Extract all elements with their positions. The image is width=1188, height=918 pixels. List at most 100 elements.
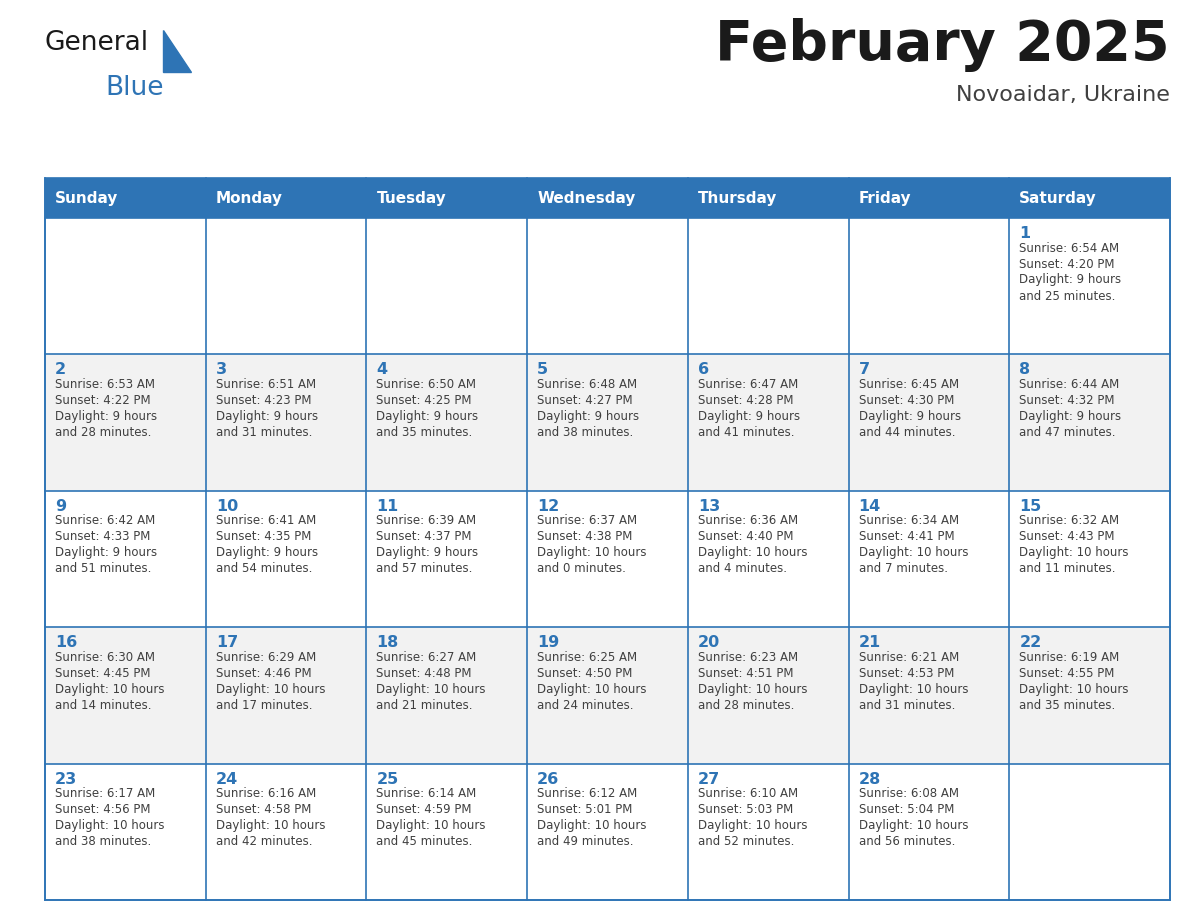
Text: Sunrise: 6:47 AM: Sunrise: 6:47 AM	[697, 378, 798, 391]
Bar	[688, 627, 848, 764]
Text: and 49 minutes.: and 49 minutes.	[537, 835, 633, 848]
Bar	[688, 178, 848, 218]
Text: Sunset: 4:27 PM: Sunset: 4:27 PM	[537, 394, 633, 407]
Bar	[527, 354, 688, 491]
Text: Sunday: Sunday	[55, 191, 119, 206]
Text: and 7 minutes.: and 7 minutes.	[859, 563, 948, 576]
Bar	[1010, 178, 1170, 218]
Polygon shape	[163, 30, 191, 72]
Bar	[848, 178, 1010, 218]
Text: Sunrise: 6:39 AM: Sunrise: 6:39 AM	[377, 514, 476, 527]
Bar	[366, 627, 527, 764]
Text: 14: 14	[859, 498, 880, 514]
Text: Daylight: 9 hours: Daylight: 9 hours	[859, 410, 961, 423]
Text: 4: 4	[377, 363, 387, 377]
Text: 2: 2	[55, 363, 67, 377]
Bar	[688, 218, 848, 354]
Text: Daylight: 10 hours: Daylight: 10 hours	[537, 819, 646, 832]
Text: Sunrise: 6:30 AM: Sunrise: 6:30 AM	[55, 651, 154, 664]
Text: 20: 20	[697, 635, 720, 650]
Text: Daylight: 10 hours: Daylight: 10 hours	[55, 683, 164, 696]
Text: and 54 minutes.: and 54 minutes.	[216, 563, 312, 576]
Text: 7: 7	[859, 363, 870, 377]
Text: Friday: Friday	[859, 191, 911, 206]
Bar	[366, 178, 527, 218]
Text: Daylight: 10 hours: Daylight: 10 hours	[697, 683, 808, 696]
Text: Sunset: 4:32 PM: Sunset: 4:32 PM	[1019, 394, 1114, 407]
Bar	[848, 627, 1010, 764]
Text: Daylight: 9 hours: Daylight: 9 hours	[1019, 410, 1121, 423]
Text: Sunrise: 6:51 AM: Sunrise: 6:51 AM	[216, 378, 316, 391]
Text: Wednesday: Wednesday	[537, 191, 636, 206]
Text: 12: 12	[537, 498, 560, 514]
Text: and 57 minutes.: and 57 minutes.	[377, 563, 473, 576]
Text: Daylight: 9 hours: Daylight: 9 hours	[216, 410, 318, 423]
Text: and 28 minutes.: and 28 minutes.	[55, 426, 151, 439]
Text: Novoaidar, Ukraine: Novoaidar, Ukraine	[956, 85, 1170, 105]
Text: and 21 minutes.: and 21 minutes.	[377, 699, 473, 711]
Bar	[206, 764, 366, 900]
Text: Sunrise: 6:16 AM: Sunrise: 6:16 AM	[216, 787, 316, 800]
Text: 5: 5	[537, 363, 549, 377]
Text: Daylight: 10 hours: Daylight: 10 hours	[1019, 546, 1129, 559]
Bar	[206, 627, 366, 764]
Bar	[366, 354, 527, 491]
Bar	[45, 218, 206, 354]
Text: Sunset: 5:04 PM: Sunset: 5:04 PM	[859, 803, 954, 816]
Bar	[45, 178, 206, 218]
Text: Sunrise: 6:53 AM: Sunrise: 6:53 AM	[55, 378, 154, 391]
Text: Monday: Monday	[216, 191, 283, 206]
Text: General: General	[45, 30, 150, 56]
Text: 22: 22	[1019, 635, 1042, 650]
Text: 13: 13	[697, 498, 720, 514]
Text: Daylight: 9 hours: Daylight: 9 hours	[377, 410, 479, 423]
Text: Daylight: 10 hours: Daylight: 10 hours	[537, 546, 646, 559]
Text: Daylight: 9 hours: Daylight: 9 hours	[1019, 274, 1121, 286]
Text: Sunrise: 6:45 AM: Sunrise: 6:45 AM	[859, 378, 959, 391]
Text: and 28 minutes.: and 28 minutes.	[697, 699, 795, 711]
Text: Sunrise: 6:14 AM: Sunrise: 6:14 AM	[377, 787, 476, 800]
Bar	[45, 491, 206, 627]
Text: Sunset: 4:35 PM: Sunset: 4:35 PM	[216, 531, 311, 543]
Bar	[206, 354, 366, 491]
Text: Sunrise: 6:10 AM: Sunrise: 6:10 AM	[697, 787, 798, 800]
Bar	[206, 178, 366, 218]
Text: 24: 24	[216, 772, 238, 787]
Text: Sunset: 5:01 PM: Sunset: 5:01 PM	[537, 803, 632, 816]
Bar	[527, 218, 688, 354]
Text: Sunrise: 6:17 AM: Sunrise: 6:17 AM	[55, 787, 156, 800]
Text: Daylight: 10 hours: Daylight: 10 hours	[859, 683, 968, 696]
Text: Sunrise: 6:27 AM: Sunrise: 6:27 AM	[377, 651, 476, 664]
Text: Daylight: 9 hours: Daylight: 9 hours	[377, 546, 479, 559]
Bar	[688, 491, 848, 627]
Text: Daylight: 10 hours: Daylight: 10 hours	[697, 546, 808, 559]
Text: Daylight: 10 hours: Daylight: 10 hours	[216, 683, 326, 696]
Bar	[527, 627, 688, 764]
Text: 21: 21	[859, 635, 880, 650]
Text: Daylight: 9 hours: Daylight: 9 hours	[55, 410, 157, 423]
Bar	[366, 764, 527, 900]
Text: 3: 3	[216, 363, 227, 377]
Text: Daylight: 10 hours: Daylight: 10 hours	[55, 819, 164, 832]
Text: Sunset: 4:30 PM: Sunset: 4:30 PM	[859, 394, 954, 407]
Text: and 41 minutes.: and 41 minutes.	[697, 426, 795, 439]
Text: 9: 9	[55, 498, 67, 514]
Text: Sunset: 4:38 PM: Sunset: 4:38 PM	[537, 531, 632, 543]
Text: Daylight: 10 hours: Daylight: 10 hours	[377, 683, 486, 696]
Text: Sunset: 5:03 PM: Sunset: 5:03 PM	[697, 803, 794, 816]
Text: Sunset: 4:28 PM: Sunset: 4:28 PM	[697, 394, 794, 407]
Text: Blue: Blue	[105, 75, 164, 101]
Bar	[366, 218, 527, 354]
Text: Tuesday: Tuesday	[377, 191, 447, 206]
Bar	[1010, 627, 1170, 764]
Text: 8: 8	[1019, 363, 1030, 377]
Text: and 31 minutes.: and 31 minutes.	[216, 426, 312, 439]
Text: Sunset: 4:41 PM: Sunset: 4:41 PM	[859, 531, 954, 543]
Bar	[45, 178, 1170, 900]
Text: 28: 28	[859, 772, 880, 787]
Text: Sunrise: 6:23 AM: Sunrise: 6:23 AM	[697, 651, 798, 664]
Text: Sunrise: 6:54 AM: Sunrise: 6:54 AM	[1019, 241, 1119, 254]
Text: Saturday: Saturday	[1019, 191, 1097, 206]
Text: February 2025: February 2025	[715, 18, 1170, 72]
Text: Sunset: 4:55 PM: Sunset: 4:55 PM	[1019, 666, 1114, 679]
